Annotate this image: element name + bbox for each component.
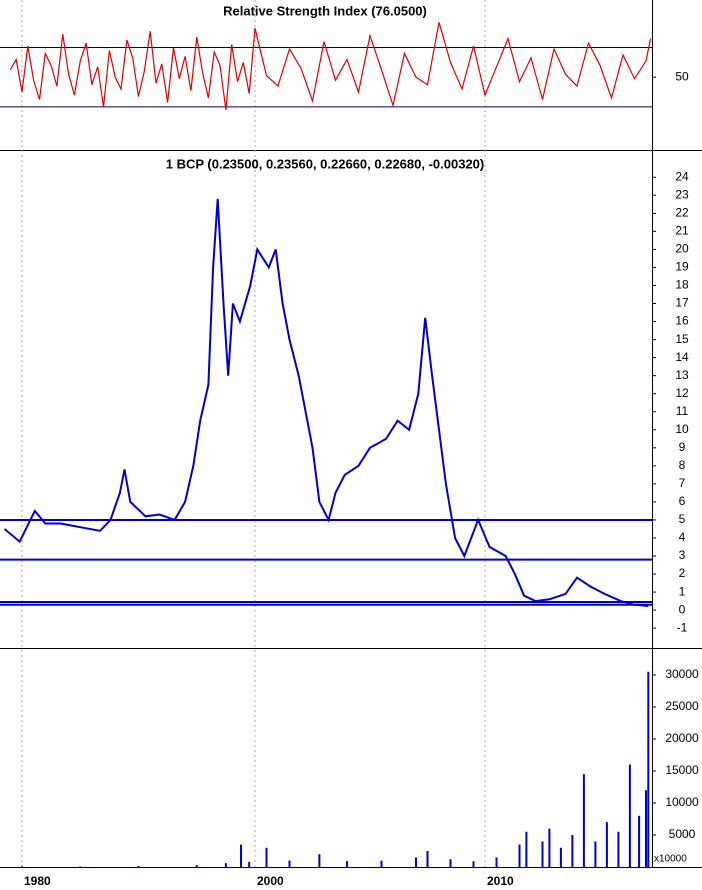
volume-bar	[318, 854, 321, 867]
y-tick-label: 10000	[665, 795, 699, 809]
y-tick-label: 4	[679, 530, 686, 544]
y-tick-label: 3	[679, 548, 686, 562]
y-tick-label: 30000	[665, 667, 699, 681]
volume-bar	[571, 834, 574, 867]
y-tick-label: 8	[679, 458, 686, 472]
x-tick-label: 2010	[487, 874, 514, 888]
y-tick-label: 7	[679, 476, 686, 490]
price-title: 1 BCP (0.23500, 0.23560, 0.22660, 0.2268…	[166, 156, 485, 171]
x-tick-label: 1980	[24, 874, 51, 888]
y-tick-label: 5000	[669, 827, 696, 841]
volume-bar	[647, 671, 650, 867]
marks	[3, 22, 652, 867]
y-tick-label: 20000	[665, 731, 699, 745]
volume-bar	[240, 844, 243, 867]
volume-bar	[645, 790, 647, 867]
volume-bar	[548, 828, 551, 867]
volume-bar	[559, 847, 562, 867]
y-tick-label: 11	[676, 404, 689, 418]
y-tick-label: 14	[675, 350, 689, 364]
volume-bar	[495, 857, 498, 867]
y-tick-label: 6	[679, 494, 686, 508]
y-tick-label: 13	[675, 368, 689, 382]
volume-bar	[605, 822, 608, 867]
volume-bar	[346, 861, 348, 867]
y-tick-label: 17	[675, 296, 689, 310]
rsi-line	[9, 22, 652, 110]
y-tick-label: 20	[675, 242, 689, 256]
volume-bar	[472, 861, 475, 867]
volume-bar	[137, 866, 140, 867]
volume-bar	[224, 863, 227, 867]
y-tick-label: 21	[675, 224, 689, 238]
y-tick-label: 1	[679, 584, 686, 598]
y-tick-label: 19	[675, 260, 689, 274]
volume-bar	[415, 857, 417, 867]
volume-bar	[617, 831, 620, 867]
volume-bar	[638, 815, 641, 867]
volume-bar	[426, 850, 429, 867]
volume-bar	[449, 859, 452, 867]
volume-bar	[288, 860, 291, 867]
y-tick-label: 0	[679, 602, 686, 616]
volume-bar	[628, 764, 631, 867]
y-tick-label: 16	[675, 314, 689, 328]
y-tick-label: 15000	[665, 763, 699, 777]
y-tick-label: 24	[675, 169, 689, 183]
x-tick-label: 2000	[257, 874, 284, 888]
y-tick-label: 50	[675, 69, 689, 83]
y-tick-label: 15	[675, 332, 689, 346]
rsi-title: Relative Strength Index (76.0500)	[223, 3, 427, 18]
volume-bar	[582, 774, 585, 867]
unit-label: x10000	[654, 854, 687, 865]
volume-bar	[195, 865, 198, 867]
y-tick-label: 23	[675, 187, 689, 201]
volume-bar	[525, 831, 528, 867]
volume-bar	[518, 844, 521, 867]
price-line	[3, 198, 649, 607]
volume-bar	[380, 860, 383, 867]
y-tick-label: 10	[675, 422, 689, 436]
volume-bar	[265, 847, 268, 867]
volume-bar	[21, 866, 23, 867]
y-tick-label: 2	[679, 566, 686, 580]
volume-bar	[79, 866, 82, 867]
volume-bar	[594, 841, 597, 867]
volume-bar	[248, 861, 251, 867]
y-tick-label: 5	[679, 512, 686, 526]
y-tick-label: 25000	[665, 699, 699, 713]
y-tick-label: 12	[675, 386, 689, 400]
y-tick-label: 9	[679, 440, 686, 454]
y-tick-label: -1	[677, 620, 688, 634]
volume-bar	[541, 841, 544, 867]
y-tick-label: 18	[675, 278, 689, 292]
y-tick-label: 22	[675, 205, 689, 219]
